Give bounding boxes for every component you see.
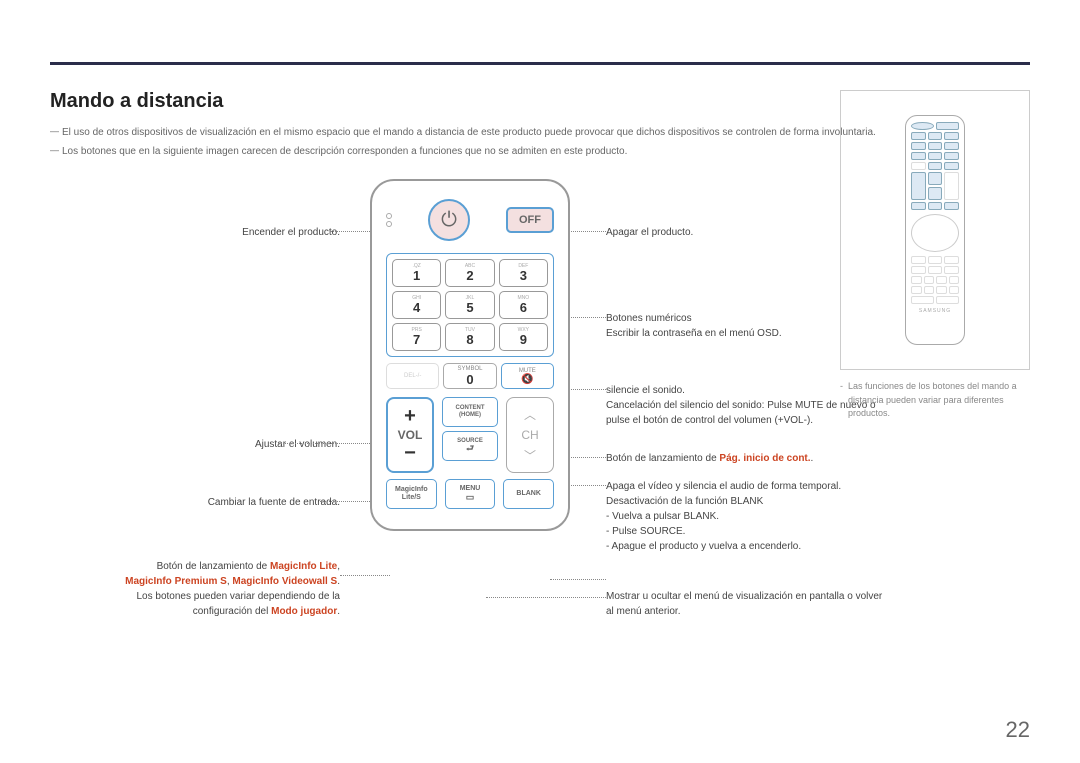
- key-6: MNO6: [499, 291, 548, 319]
- key-8: TUV8: [445, 323, 494, 351]
- blank-button: BLANK: [503, 479, 554, 509]
- key-9: WXY9: [499, 323, 548, 351]
- thumbnail-note: Las funciones de los botones del mando a…: [840, 380, 1030, 421]
- numeric-keypad: .QZ1 ABC2 DEF3 GHI4 JKL5 MNO6 PRS7 TUV8 …: [386, 253, 554, 357]
- channel-rocker: ︿ CH ﹀: [506, 397, 554, 473]
- mute-key: MUTE🔇: [501, 363, 554, 389]
- remote-diagram: ⏻ OFF .QZ1 ABC2 DEF3 GHI4 JKL5 MNO6 PRS7…: [370, 179, 570, 531]
- callout-menu: Mostrar u ocultar el menú de visualizaci…: [606, 589, 886, 619]
- volume-rocker: + VOL −: [386, 397, 434, 473]
- key-4: GHI4: [392, 291, 441, 319]
- off-button: OFF: [506, 207, 554, 233]
- remote-thumbnail: SAMSUNG: [840, 90, 1030, 370]
- del-key: DEL-/-: [386, 363, 439, 389]
- leader: [550, 579, 606, 580]
- callout-power-on: Encender el producto.: [242, 225, 340, 240]
- leader: [278, 443, 384, 444]
- key-5: JKL5: [445, 291, 494, 319]
- callout-blank: Apaga el vídeo y silencia el audio de fo…: [606, 479, 886, 554]
- callout-source: Cambiar la fuente de entrada.: [208, 495, 340, 510]
- content-home-button: CONTENT(HOME): [442, 397, 498, 427]
- source-button: SOURCE⮐: [442, 431, 498, 461]
- brand-label: SAMSUNG: [911, 308, 959, 314]
- key-3: DEF3: [499, 259, 548, 287]
- power-button: ⏻: [428, 199, 470, 241]
- leader: [486, 597, 606, 598]
- magicinfo-button: MagicInfoLite/S: [386, 479, 437, 509]
- callout-volume: Ajustar el volumen.: [255, 437, 340, 452]
- zero-key: SYMBOL0: [443, 363, 496, 389]
- callout-magicinfo: Botón de lanzamiento de MagicInfo Lite, …: [125, 559, 340, 619]
- page-number: 22: [1006, 717, 1030, 743]
- menu-button: MENU▭: [445, 479, 496, 509]
- key-1: .QZ1: [392, 259, 441, 287]
- callout-content: Botón de lanzamiento de Pág. inicio de c…: [606, 451, 886, 466]
- key-2: ABC2: [445, 259, 494, 287]
- leader: [340, 575, 390, 576]
- key-7: PRS7: [392, 323, 441, 351]
